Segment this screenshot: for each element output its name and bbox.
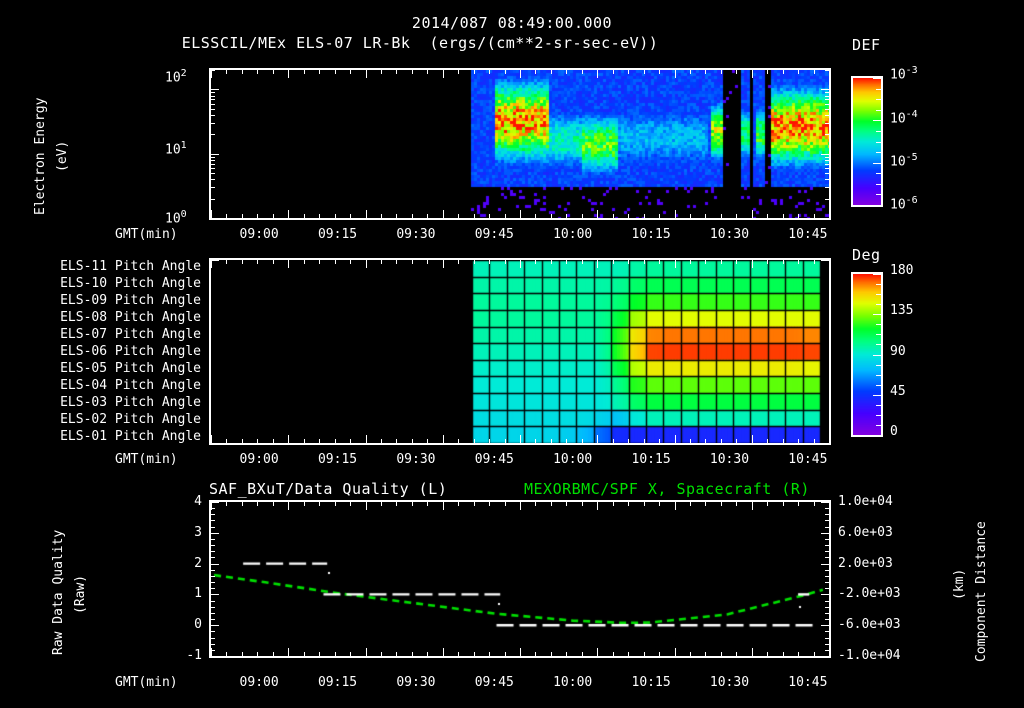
panel1-ytick-0: 100 — [165, 209, 187, 227]
panel2-row-label: ELS-09 Pitch Angle — [60, 293, 201, 308]
panel3-ylabel-left: Raw Data Quality — [51, 529, 66, 655]
xtick-label: 09:00 — [239, 227, 279, 242]
panel3-ytick-labels-left: 4 3 2 1 0 -1 — [150, 495, 202, 665]
xtick-label: 09:30 — [396, 452, 436, 467]
panel2-colorbar-title: Deg — [852, 246, 881, 264]
panel2-row-label: ELS-07 Pitch Angle — [60, 327, 201, 342]
pitch-angle-grid[interactable] — [211, 260, 829, 443]
xtick-label: 09:45 — [474, 452, 514, 467]
xtick-label: 09:15 — [317, 452, 358, 467]
xtick-label: 09:30 — [396, 227, 436, 242]
panel3-yunits-left: (Raw) — [73, 574, 88, 614]
panel2-tick-marks — [209, 258, 831, 445]
panel2-row-label: ELS-01 Pitch Angle — [60, 429, 201, 444]
xtick-label: 10:45 — [788, 675, 828, 690]
panel1-colorbar-title: DEF — [852, 36, 881, 54]
xtick-label: 09:30 — [396, 675, 436, 690]
panel3-title-left: SAF_BXuT/Data Quality (L) — [209, 480, 448, 498]
panel1-colorbar-label-6: 10-6 — [890, 195, 918, 213]
panel2-row-label: ELS-10 Pitch Angle — [60, 276, 201, 291]
panel2-row-label: ELS-05 Pitch Angle — [60, 361, 201, 376]
xtick-label: 10:45 — [788, 452, 828, 467]
page-title-datetime: 2014/087 08:49:00.000 — [411, 14, 613, 32]
panel2-row-labels: ELS-11 Pitch Angle ELS-10 Pitch Angle ELS-… — [0, 258, 205, 448]
panel1-xlabel: GMT(min) — [115, 227, 178, 242]
panel3-ytick-left: 0 — [194, 617, 202, 632]
panel2-row-label: ELS-06 Pitch Angle — [60, 344, 201, 359]
panel1-yunits: (eV) — [55, 140, 70, 172]
xtick-label: 10:15 — [631, 675, 671, 690]
panel3-ytick-left: 3 — [194, 525, 202, 540]
panel2-colorbar-tick-label: 45 — [890, 384, 906, 399]
panel3-ytick-left: -1 — [186, 648, 202, 663]
panel3-plot-frame — [209, 500, 831, 658]
panel2-row-label: ELS-03 Pitch Angle — [60, 395, 201, 410]
xtick-label: 09:15 — [317, 675, 358, 690]
page-title-instrument: ELSSCIL/MEx ELS-07 LR-Bk (ergs/(cm**2-sr… — [181, 34, 659, 52]
panel1-ylabel: Electron Energy — [33, 97, 48, 215]
xtick-label: 10:30 — [709, 675, 750, 690]
panel1-ytick-1: 101 — [165, 140, 187, 158]
panel3-ytick-labels-right: 1.0e+04 6.0e+03 2.0e+03 -2.0e+03 -6.0e+03 -1.… — [838, 495, 948, 665]
xtick-label: 10:45 — [788, 227, 828, 242]
panel2-row-label: ELS-02 Pitch Angle — [60, 412, 201, 427]
panel2-xlabel: GMT(min) — [115, 452, 178, 467]
xtick-label: 09:00 — [239, 675, 279, 690]
panel3-ytick-left: 1 — [194, 586, 202, 601]
xtick-label: 09:00 — [239, 452, 279, 467]
panel3-tick-marks — [209, 500, 831, 658]
panel3-ytick-right: 1.0e+04 — [838, 494, 893, 509]
panel2-colorbar-tick-label: 0 — [890, 424, 898, 439]
panel3-xlabel: GMT(min) — [115, 675, 178, 690]
xtick-label: 10:30 — [709, 452, 750, 467]
panel1-tick-marks — [209, 68, 831, 220]
panel2-row-label: ELS-04 Pitch Angle — [60, 378, 201, 393]
panel2-colorbar-tick-label: 135 — [890, 303, 914, 318]
panel3-yunits-right: (km) — [952, 568, 967, 600]
panel1-colorbar-label-3: 10-3 — [890, 65, 918, 83]
panel3-ytick-right: 2.0e+03 — [838, 556, 893, 571]
panel3-ylabel-right: Component Distance — [974, 521, 989, 662]
xtick-label: 10:30 — [709, 227, 750, 242]
panel2-colorbar-tick-label: 90 — [890, 344, 906, 359]
panel2-colorbar-ticks — [851, 272, 883, 437]
panel3-ytick-left: 2 — [194, 556, 202, 571]
panel3-ytick-right: -1.0e+04 — [838, 648, 901, 663]
panel1-colorbar-label-5: 10-5 — [890, 152, 918, 170]
xtick-label: 10:15 — [631, 227, 671, 242]
panel2-colorbar-labels: 180 135 90 45 0 — [890, 264, 970, 439]
panel2-row-label: ELS-11 Pitch Angle — [60, 259, 201, 274]
xtick-label: 10:15 — [631, 452, 671, 467]
panel1-colorbar-label-4: 10-4 — [890, 109, 918, 127]
panel1-plot-frame — [209, 68, 831, 220]
panel2-colorbar-tick-label: 180 — [890, 263, 914, 278]
panel3-xtick-labels: 09:00 09:15 09:30 09:45 10:00 10:15 10:30 10:45 — [0, 676, 1024, 692]
panel1-colorbar-ticks — [851, 76, 883, 207]
xtick-label: 09:15 — [317, 227, 358, 242]
xtick-label: 09:45 — [474, 675, 514, 690]
xtick-label: 09:45 — [474, 227, 514, 242]
xtick-label: 10:00 — [553, 227, 593, 242]
panel2-plot-frame — [209, 258, 831, 445]
panel1-ytick-2: 102 — [165, 68, 187, 86]
panel3-ytick-right: 6.0e+03 — [838, 525, 893, 540]
xtick-label: 10:00 — [553, 452, 593, 467]
panel3-ytick-right: -6.0e+03 — [838, 617, 901, 632]
panel2-colorbar — [851, 272, 883, 437]
panel2-row-label: ELS-08 Pitch Angle — [60, 310, 201, 325]
panel2-xtick-labels: 09:00 09:15 09:30 09:45 10:00 10:15 10:30 10:45 — [0, 453, 1024, 469]
xtick-label: 10:00 — [553, 675, 593, 690]
data-quality-distance-plot[interactable] — [211, 502, 829, 656]
panel3-title-right: MEXORBMC/SPF X, Spacecraft (R) — [524, 480, 810, 498]
panel3-ytick-right: -2.0e+03 — [838, 586, 901, 601]
panel3-ytick-left: 4 — [194, 494, 202, 509]
panel1-xtick-labels: 09:00 09:15 09:30 09:45 10:00 10:15 10:30 10:45 — [0, 228, 1024, 244]
electron-energy-spectrogram[interactable] — [211, 70, 829, 218]
